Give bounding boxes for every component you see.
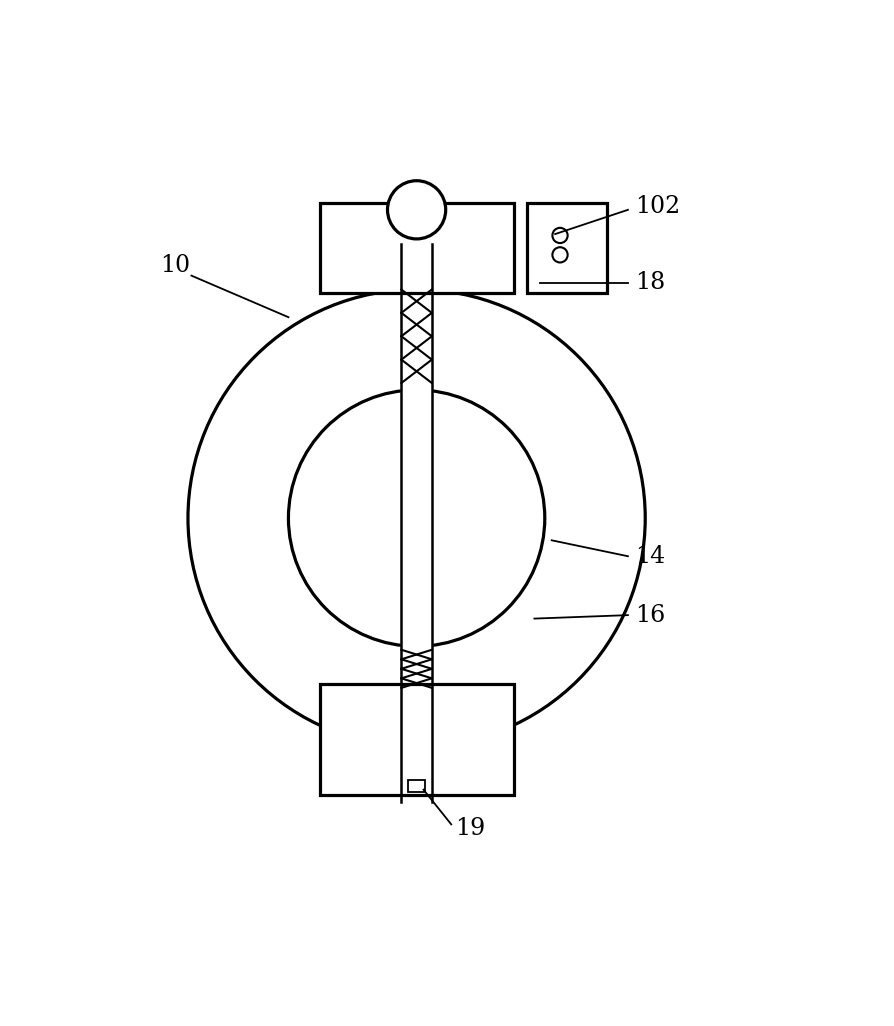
Text: 18: 18 [635, 271, 665, 294]
Bar [527, 203, 607, 293]
Circle shape [387, 181, 446, 239]
Text: 10: 10 [160, 253, 190, 277]
Bar [320, 203, 513, 293]
Text: 14: 14 [635, 545, 665, 567]
Text: 16: 16 [635, 603, 665, 627]
Bar [409, 780, 425, 792]
Text: 102: 102 [635, 195, 680, 218]
Circle shape [289, 390, 544, 646]
Circle shape [188, 289, 645, 747]
Text: 19: 19 [455, 817, 485, 840]
Circle shape [552, 228, 568, 243]
Bar [320, 684, 513, 795]
Circle shape [552, 247, 568, 263]
